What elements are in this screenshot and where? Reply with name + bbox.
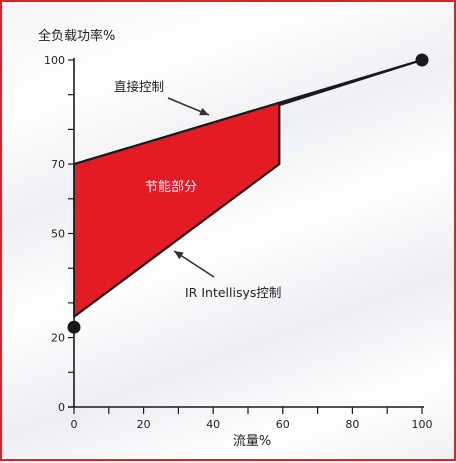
savings-region-label: 节能部分 bbox=[145, 180, 197, 195]
y-tick-label: 100 bbox=[44, 54, 65, 67]
x-tick-label: 0 bbox=[71, 418, 78, 431]
x-tick-label: 20 bbox=[137, 418, 151, 431]
direct-control-arrow-head bbox=[199, 107, 209, 116]
intellisys-control-label: IR Intellisys控制 bbox=[185, 285, 281, 300]
y-tick-label: 50 bbox=[51, 228, 65, 241]
y-tick-label: 0 bbox=[58, 401, 65, 414]
savings-area bbox=[74, 60, 422, 317]
end-point bbox=[415, 53, 429, 67]
start-point bbox=[67, 320, 81, 334]
x-tick-label: 100 bbox=[412, 418, 433, 431]
intellisys-control-arrow-head bbox=[174, 251, 184, 260]
y-tick-label: 20 bbox=[51, 332, 65, 345]
x-axis-label: 流量% bbox=[233, 434, 271, 449]
y-tick-label: 70 bbox=[51, 158, 65, 171]
direct-control-label: 直接控制 bbox=[114, 79, 164, 94]
intellisys-control-line bbox=[73, 58, 423, 318]
x-tick-label: 80 bbox=[345, 418, 359, 431]
x-tick-label: 40 bbox=[206, 418, 220, 431]
x-tick-label: 60 bbox=[276, 418, 290, 431]
y-axis-label: 全负载功率% bbox=[38, 28, 115, 44]
